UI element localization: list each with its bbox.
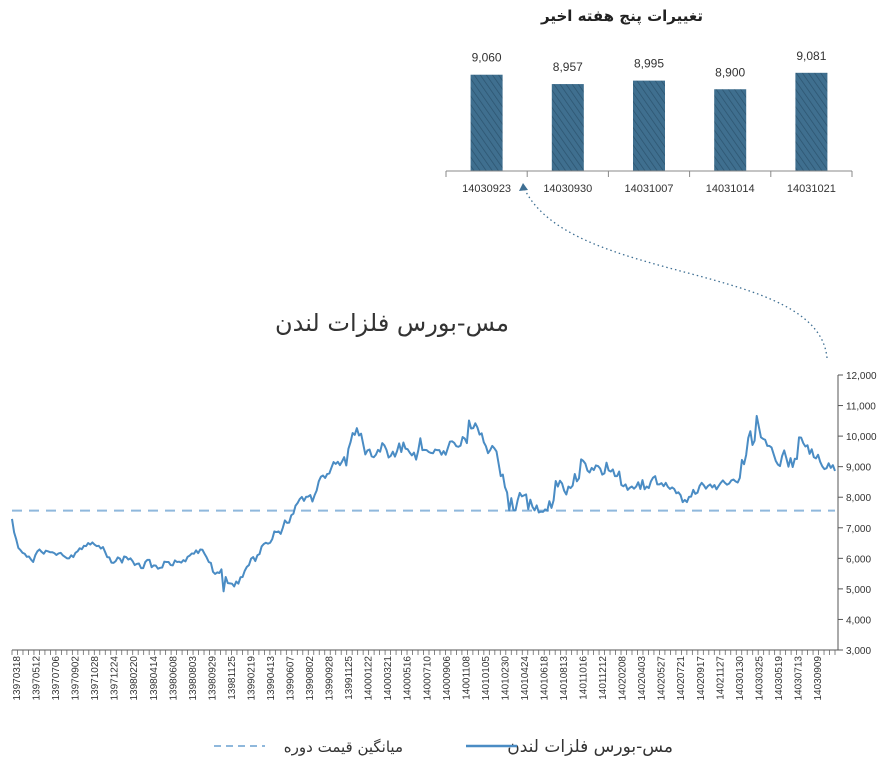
- x-tick-label: 14011212: [598, 656, 609, 700]
- line-chart: مس-بورس فلزات لندن 3,000 4,000 5,000 6,000 7…: [11, 309, 877, 701]
- connector-arrowhead-icon: [519, 183, 528, 191]
- x-tick-label: 14000122: [364, 656, 375, 701]
- bar-value-label: 8,900: [715, 65, 745, 79]
- x-tick-label: 13990802: [305, 656, 316, 701]
- x-tick-label: 14030130: [735, 656, 746, 701]
- connector-arrow: [519, 183, 828, 359]
- x-tick-label: 13980929: [207, 656, 218, 701]
- x-tick-label: 14020403: [637, 656, 648, 701]
- x-tick-label: 13970512: [32, 656, 43, 701]
- bar-value-label: 8,957: [553, 60, 583, 74]
- bar: [551, 84, 584, 171]
- x-tick-label: 14030325: [754, 656, 765, 701]
- x-tick-label: 14020208: [618, 656, 629, 701]
- legend: مس-بورس فلزات لندن میانگین قیمت دوره: [214, 737, 673, 757]
- y-tick-label: 5,000: [846, 585, 871, 596]
- y-tick-label: 12,000: [846, 371, 877, 382]
- x-tick-label: 14020917: [696, 656, 707, 701]
- bar-chart: تغییرات پنج هفته اخیر 9,060 8,957 8,995 8,9…: [445, 7, 853, 195]
- bar: [714, 89, 747, 171]
- bar-value-label: 8,995: [634, 57, 664, 71]
- connector-dotted-curve: [523, 187, 828, 359]
- bar-value-label: 9,081: [796, 49, 826, 63]
- x-tick-label: 14000516: [403, 656, 414, 701]
- bar-category-label: 14031014: [706, 183, 755, 195]
- bar: [795, 72, 828, 171]
- legend-line-label: مس-بورس فلزات لندن: [507, 737, 673, 757]
- x-tick-label: 14011016: [579, 656, 590, 700]
- x-tick-label: 13980220: [129, 656, 140, 701]
- bar-value-label: 9,060: [472, 51, 502, 65]
- line-chart-title: مس-بورس فلزات لندن: [275, 309, 509, 337]
- x-tick-label: 13970706: [51, 656, 62, 701]
- x-tick-label: 13971028: [90, 656, 101, 701]
- x-tick-label: 14021127: [715, 656, 726, 700]
- bar-chart-title: تغییرات پنج هفته اخیر: [540, 7, 703, 26]
- y-tick-label: 6,000: [846, 554, 871, 565]
- x-tick-label: 13990219: [246, 656, 257, 701]
- x-tick-label: 14001108: [461, 656, 472, 700]
- y-tick-label: 11,000: [846, 402, 876, 413]
- bar-category-label: 14031007: [625, 183, 674, 195]
- x-tick-label: 13971224: [110, 656, 121, 701]
- x-tick-label: 13970902: [71, 656, 82, 701]
- y-tick-label: 3,000: [846, 646, 871, 657]
- x-tick-label: 13990928: [325, 656, 336, 701]
- x-tick-label: 14010105: [481, 656, 492, 701]
- x-tick-label: 14020527: [657, 656, 668, 701]
- y-tick-label: 9,000: [846, 463, 871, 474]
- x-tick-label: 14000906: [442, 656, 453, 701]
- x-tick-label: 14010230: [500, 656, 511, 701]
- x-tick-label: 13980608: [168, 656, 179, 701]
- y-tick-label: 4,000: [846, 615, 871, 626]
- x-tick-label: 13991125: [344, 656, 355, 700]
- bar-category-label: 14030930: [543, 183, 592, 195]
- x-tick-label: 14030713: [793, 656, 804, 701]
- x-tick-label: 13981125: [227, 656, 238, 700]
- x-tick-label: 14010424: [520, 656, 531, 701]
- x-tick-label: 13990607: [286, 656, 297, 701]
- legend-average-label: میانگین قیمت دوره: [284, 738, 403, 756]
- y-tick-label: 8,000: [846, 493, 871, 504]
- bar: [470, 74, 503, 171]
- x-tick-label: 13990413: [266, 656, 277, 701]
- bar-category-label: 14031021: [787, 183, 836, 195]
- copper-lme-price-line: [11, 414, 836, 593]
- bar: [633, 80, 665, 171]
- y-tick-label: 7,000: [846, 524, 871, 535]
- x-tick-label: 14030519: [774, 656, 785, 701]
- x-tick-label: 13980803: [188, 656, 199, 701]
- x-tick-label: 14010618: [539, 656, 550, 701]
- x-tick-label: 14010813: [559, 656, 570, 701]
- x-tick-label: 13970318: [12, 656, 23, 701]
- x-tick-label: 14000321: [383, 656, 394, 701]
- x-tick-label: 14020721: [676, 656, 687, 701]
- x-tick-label: 14000710: [422, 656, 433, 701]
- x-tick-label: 13980414: [149, 656, 160, 701]
- bar-category-label: 14030923: [462, 183, 511, 195]
- y-tick-label: 10,000: [846, 432, 877, 443]
- x-tick-label: 14030909: [813, 656, 824, 701]
